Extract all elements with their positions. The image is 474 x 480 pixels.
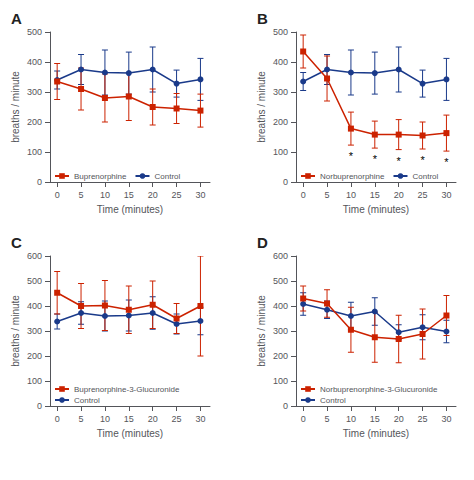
svg-text:0: 0: [301, 414, 306, 424]
svg-text:5: 5: [79, 414, 84, 424]
svg-text:5: 5: [325, 414, 330, 424]
svg-text:30: 30: [441, 414, 451, 424]
svg-text:25: 25: [418, 414, 428, 424]
svg-text:Buprenorphine: Buprenorphine: [74, 172, 127, 181]
svg-text:breaths / minute: breaths / minute: [256, 71, 267, 143]
svg-text:*: *: [349, 150, 354, 162]
svg-text:Time (minutes): Time (minutes): [97, 204, 163, 215]
svg-text:Control: Control: [154, 172, 180, 181]
svg-text:100: 100: [27, 376, 42, 386]
svg-text:400: 400: [273, 301, 288, 311]
svg-text:25: 25: [172, 414, 182, 424]
svg-text:400: 400: [273, 57, 288, 67]
svg-text:200: 200: [273, 351, 288, 361]
svg-text:*: *: [397, 155, 402, 167]
svg-text:5: 5: [325, 190, 330, 200]
svg-text:300: 300: [27, 87, 42, 97]
svg-text:breaths / minute: breaths / minute: [10, 295, 21, 367]
svg-text:D: D: [257, 234, 268, 251]
svg-text:10: 10: [346, 190, 356, 200]
svg-text:15: 15: [370, 190, 380, 200]
svg-text:0: 0: [55, 414, 60, 424]
svg-text:10: 10: [346, 414, 356, 424]
svg-text:30: 30: [195, 414, 205, 424]
svg-text:25: 25: [418, 190, 428, 200]
svg-text:20: 20: [394, 414, 404, 424]
svg-text:400: 400: [27, 301, 42, 311]
svg-text:15: 15: [124, 414, 134, 424]
svg-text:20: 20: [148, 190, 158, 200]
svg-text:A: A: [11, 10, 22, 27]
svg-text:200: 200: [27, 117, 42, 127]
svg-text:10: 10: [100, 414, 110, 424]
svg-text:Norbuprenorphine-3-Glucuronide: Norbuprenorphine-3-Glucuronide: [320, 385, 438, 394]
svg-text:500: 500: [273, 27, 288, 37]
svg-text:200: 200: [273, 117, 288, 127]
svg-text:400: 400: [27, 57, 42, 67]
svg-text:C: C: [11, 234, 22, 251]
svg-text:breaths / minute: breaths / minute: [256, 295, 267, 367]
svg-text:Time (minutes): Time (minutes): [343, 204, 409, 215]
svg-text:100: 100: [273, 376, 288, 386]
svg-text:0: 0: [37, 177, 42, 187]
svg-text:10: 10: [100, 190, 110, 200]
svg-text:20: 20: [394, 190, 404, 200]
svg-text:500: 500: [273, 276, 288, 286]
svg-text:5: 5: [79, 190, 84, 200]
svg-text:Norbuprenorphine: Norbuprenorphine: [320, 172, 385, 181]
svg-text:20: 20: [148, 414, 158, 424]
svg-text:*: *: [373, 153, 378, 165]
svg-text:200: 200: [27, 351, 42, 361]
svg-text:0: 0: [301, 190, 306, 200]
svg-text:15: 15: [370, 414, 380, 424]
svg-text:300: 300: [27, 326, 42, 336]
svg-text:B: B: [257, 10, 268, 27]
svg-text:30: 30: [441, 190, 451, 200]
svg-text:0: 0: [283, 177, 288, 187]
svg-text:0: 0: [55, 190, 60, 200]
svg-text:100: 100: [273, 147, 288, 157]
svg-text:*: *: [420, 154, 425, 166]
svg-text:breaths / minute: breaths / minute: [10, 71, 21, 143]
svg-text:Time (minutes): Time (minutes): [343, 428, 409, 439]
svg-text:300: 300: [273, 326, 288, 336]
svg-text:300: 300: [273, 87, 288, 97]
svg-text:600: 600: [273, 251, 288, 261]
svg-text:0: 0: [37, 401, 42, 411]
svg-text:0: 0: [283, 401, 288, 411]
svg-text:600: 600: [27, 251, 42, 261]
svg-text:15: 15: [124, 190, 134, 200]
svg-text:*: *: [444, 156, 449, 168]
svg-text:100: 100: [27, 147, 42, 157]
svg-text:Control: Control: [74, 396, 100, 405]
svg-text:Buprenorphine-3-Glucuronide: Buprenorphine-3-Glucuronide: [74, 385, 180, 394]
svg-text:500: 500: [27, 276, 42, 286]
svg-text:Time (minutes): Time (minutes): [97, 428, 163, 439]
svg-text:Control: Control: [320, 396, 346, 405]
svg-text:500: 500: [27, 27, 42, 37]
svg-text:Control: Control: [412, 172, 438, 181]
svg-text:30: 30: [195, 190, 205, 200]
svg-text:25: 25: [172, 190, 182, 200]
